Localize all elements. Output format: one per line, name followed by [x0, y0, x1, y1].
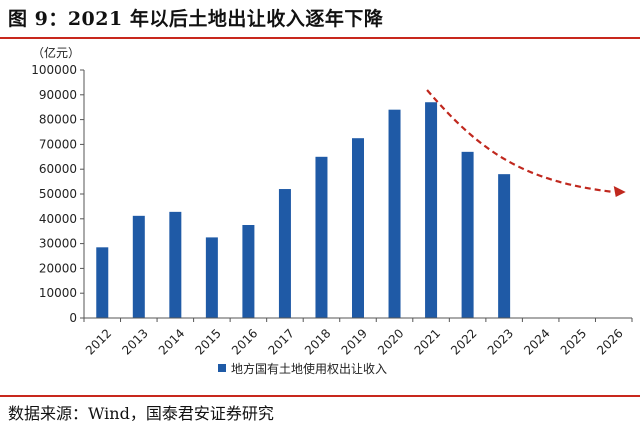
x-tick-label: 2015 [192, 326, 223, 357]
x-axis: 2012 2013 2014 2015 2016 2017 2018 2019 2020 2021… [83, 317, 633, 358]
x-tick-label: 2016 [229, 326, 260, 357]
bar-2018 [315, 156, 328, 318]
y-tick-label: 60000 [39, 162, 77, 176]
y-axis-unit-label: （亿元） [32, 45, 80, 60]
bar-2012 [96, 247, 109, 318]
x-tick-label: 2020 [375, 326, 406, 357]
trend-arrowhead [613, 186, 626, 198]
y-tick-label: 80000 [39, 113, 77, 127]
figure-title: 图 9：2021 年以后土地出让收入逐年下降 [8, 8, 384, 30]
bar-2019 [352, 138, 364, 318]
x-tick-label: 2024 [521, 326, 552, 357]
bar-2016 [242, 225, 255, 318]
y-axis: 0 10000 20000 30000 40000 50000 60000 70000 8000… [31, 63, 85, 325]
y-tick-label: 30000 [39, 237, 77, 251]
y-tick-label: 40000 [39, 212, 77, 226]
y-tick-label: 20000 [39, 261, 77, 275]
trend-line [426, 89, 614, 194]
bar-2017 [278, 189, 291, 318]
bar-2020 [388, 109, 401, 319]
y-tick-label: 100000 [31, 63, 77, 77]
x-tick-label: 2018 [302, 326, 333, 357]
bar-2015 [205, 237, 218, 318]
bars-group [96, 102, 511, 319]
y-tick-label: 70000 [39, 137, 77, 151]
title-rule [0, 37, 640, 39]
bar-chart: （亿元） 0 10000 20000 30000 40000 50000 60000 7000… [31, 45, 633, 376]
bar-2021 [425, 102, 438, 319]
x-tick-label: 2022 [448, 326, 479, 357]
source-note: 数据来源：Wind，国泰君安证券研究 [8, 404, 274, 423]
x-tick-label: 2026 [594, 326, 625, 357]
trend-arrow [426, 89, 626, 198]
bar-2022 [461, 151, 474, 318]
x-tick-label: 2025 [558, 326, 589, 357]
legend-swatch [218, 364, 226, 372]
y-tick-label: 50000 [39, 187, 77, 201]
x-tick-label: 2019 [339, 326, 370, 357]
x-tick-label: 2012 [83, 326, 114, 357]
x-tick-label: 2023 [485, 326, 516, 357]
legend-label: 地方国有土地使用权出让收入 [231, 361, 387, 376]
bar-2014 [169, 211, 182, 318]
x-tick-label: 2013 [119, 326, 150, 357]
bar-2023 [498, 174, 511, 318]
source-rule [0, 395, 640, 397]
y-tick-label: 90000 [39, 88, 77, 102]
y-tick-label: 0 [69, 311, 77, 325]
x-tick-label: 2017 [265, 326, 296, 357]
y-tick-label: 10000 [39, 286, 77, 300]
x-tick-label: 2021 [412, 326, 443, 357]
legend: 地方国有土地使用权出让收入 [218, 361, 387, 376]
bar-2013 [132, 215, 145, 318]
x-tick-label: 2014 [156, 326, 187, 357]
